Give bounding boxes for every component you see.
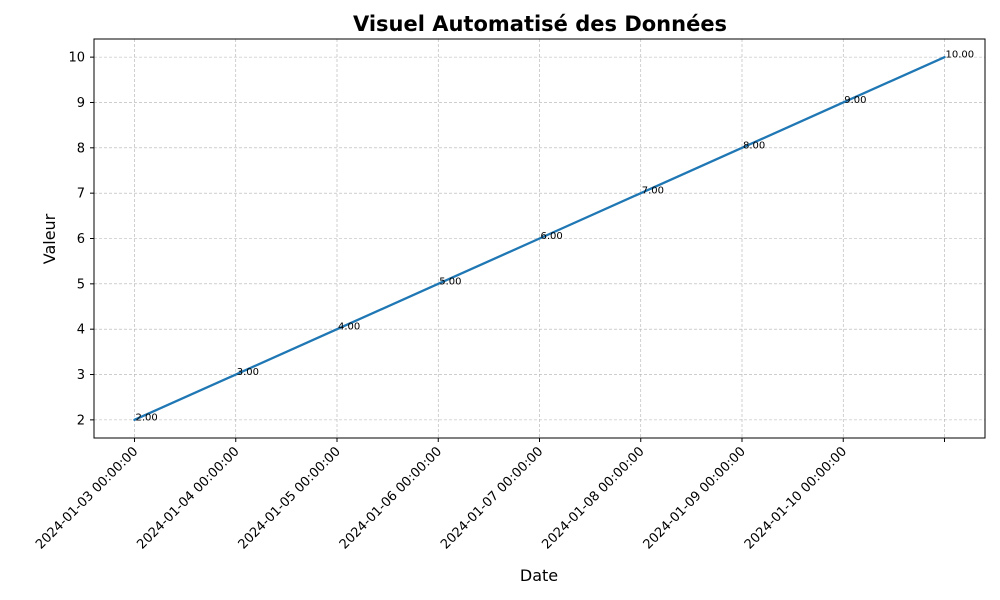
y-tick-label: 3 bbox=[77, 368, 85, 383]
x-axis-label: Date bbox=[520, 566, 558, 585]
chart-title: Visuel Automatisé des Données bbox=[353, 12, 727, 36]
data-label: 4.00 bbox=[338, 322, 360, 333]
y-tick-label: 4 bbox=[77, 323, 85, 338]
y-axis-label: Valeur bbox=[40, 213, 59, 264]
y-tick-label: 2 bbox=[77, 413, 85, 428]
series-line bbox=[133, 55, 946, 422]
data-label: 3.00 bbox=[237, 367, 259, 378]
y-tick-label: 8 bbox=[77, 141, 85, 156]
data-label: 6.00 bbox=[541, 231, 563, 242]
data-label: 2.00 bbox=[136, 412, 158, 423]
y-tick-label: 10 bbox=[68, 51, 85, 66]
y-tick-label: 5 bbox=[77, 277, 85, 292]
y-tick-label: 7 bbox=[77, 187, 85, 202]
data-label: 10.00 bbox=[946, 50, 975, 61]
series-layer bbox=[133, 55, 946, 422]
y-tick-label: 9 bbox=[77, 96, 85, 111]
data-label: 5.00 bbox=[439, 276, 461, 287]
y-axis: 2 3 4 5 6 7 8 9 10 bbox=[68, 51, 94, 428]
y-tick-label: 6 bbox=[77, 232, 85, 247]
data-label: 7.00 bbox=[642, 186, 664, 197]
data-label: 8.00 bbox=[743, 140, 765, 151]
data-label-layer: 2.00 3.00 4.00 5.00 6.00 7.00 8.00 9.00 10.00 bbox=[136, 50, 975, 424]
data-label: 9.00 bbox=[844, 95, 866, 106]
grid-layer bbox=[94, 39, 985, 438]
